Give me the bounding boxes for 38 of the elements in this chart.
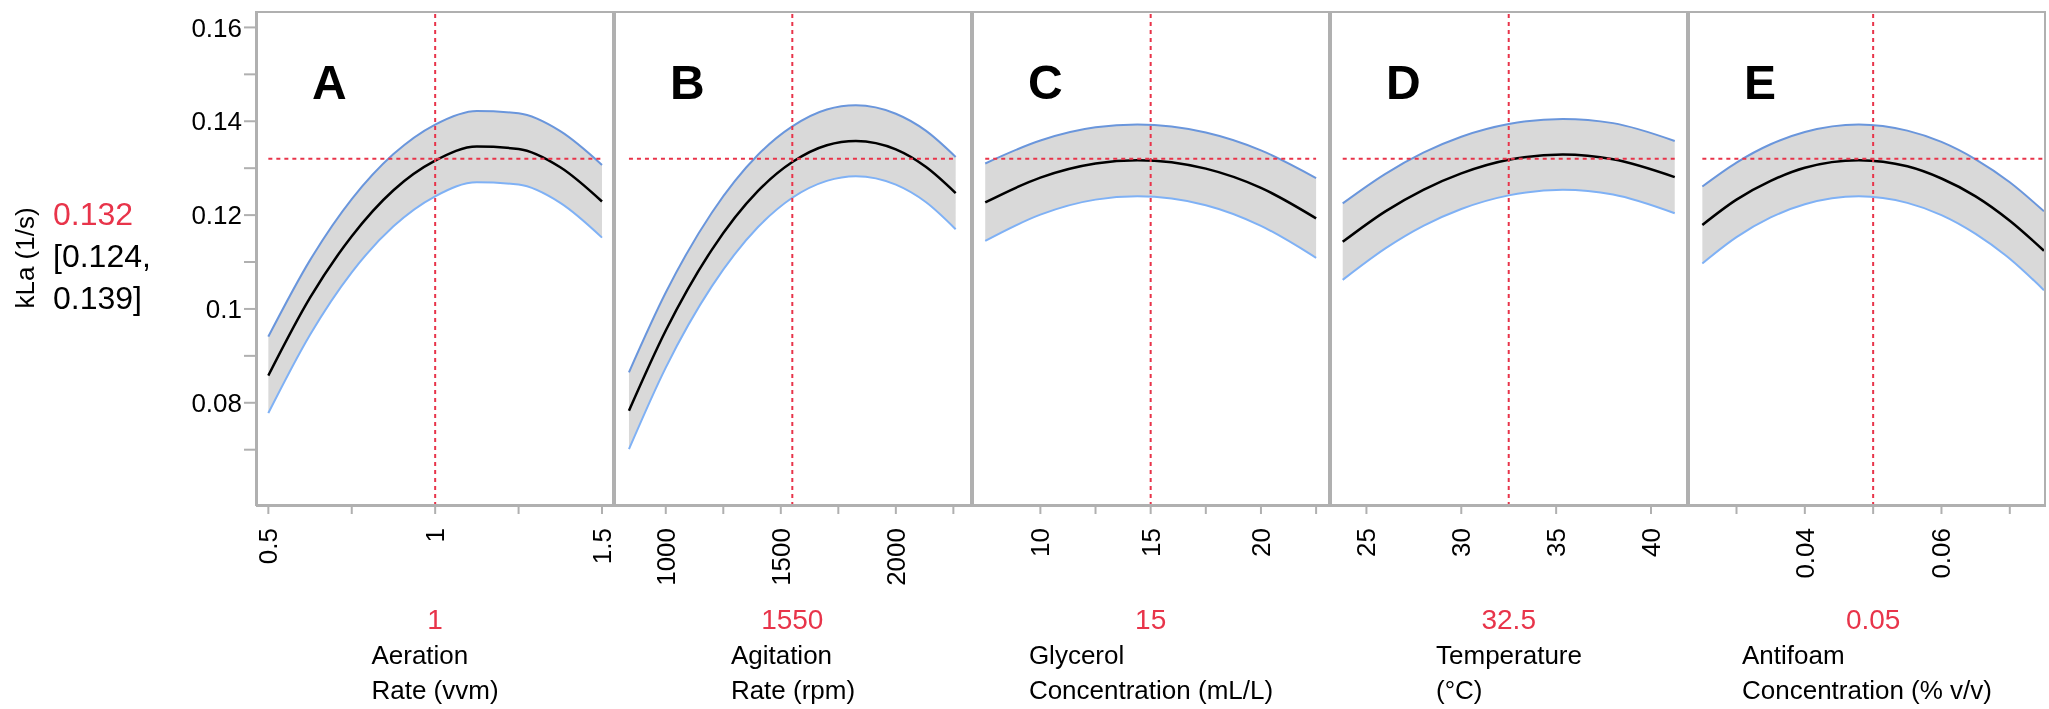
x-tick-label: 0.5 [253, 528, 284, 565]
text: [0.124, 0.139] [53, 237, 152, 318]
text: D [1386, 55, 1421, 111]
x-axis-title: Temperature (°C) [1436, 640, 1582, 705]
ref-line-label: 32.5 [1481, 604, 1536, 636]
x-tick-label: 2000 [880, 528, 911, 586]
x-tick-label: 10 [1025, 528, 1056, 557]
x-tick-label: 1 [420, 528, 451, 543]
x-tick-label: 0.04 [1789, 528, 1820, 579]
text: E [1744, 55, 1777, 111]
ref-line-label: 0.05 [1845, 604, 1901, 636]
y-tick-label: 0.1 [205, 294, 242, 325]
y-axis-title: kLa (1/s) [10, 207, 41, 309]
text: B [670, 55, 705, 111]
ref-line-label: 15 [1135, 604, 1167, 636]
x-tick-label: 1500 [765, 528, 796, 586]
ref-line-label: 1550 [761, 604, 824, 636]
x-tick-label: 25 [1351, 528, 1382, 557]
y-tick-label: 0.12 [191, 200, 242, 231]
x-tick-label: 35 [1541, 528, 1572, 557]
x-tick-label: 20 [1245, 528, 1276, 557]
text: C [1028, 55, 1063, 111]
x-tick-label: 40 [1636, 528, 1666, 557]
x-axis-title: Glycerol Concentration (mL/L) [1028, 640, 1274, 705]
x-axis-title: Aeration Rate (vvm) [371, 640, 499, 705]
x-tick-label: 0.06 [1926, 528, 1957, 579]
x-tick-label: 1.5 [586, 528, 617, 565]
x-axis-title: Agitation Rate (rpm) [730, 640, 856, 705]
y-tick-label: 0.16 [191, 12, 242, 43]
x-axis-title: Antifoam Concentration (% v/v) [1742, 640, 1992, 705]
text: A [312, 55, 347, 111]
y-tick-label: 0.08 [191, 388, 242, 419]
ref-line-label: 0.132 [53, 195, 135, 234]
x-tick-label: 15 [1135, 528, 1166, 557]
x-tick-label: 1000 [650, 528, 681, 586]
x-tick-label: 30 [1446, 528, 1477, 557]
ref-line-label: 1 [427, 604, 443, 636]
y-tick-label: 0.14 [191, 106, 242, 137]
